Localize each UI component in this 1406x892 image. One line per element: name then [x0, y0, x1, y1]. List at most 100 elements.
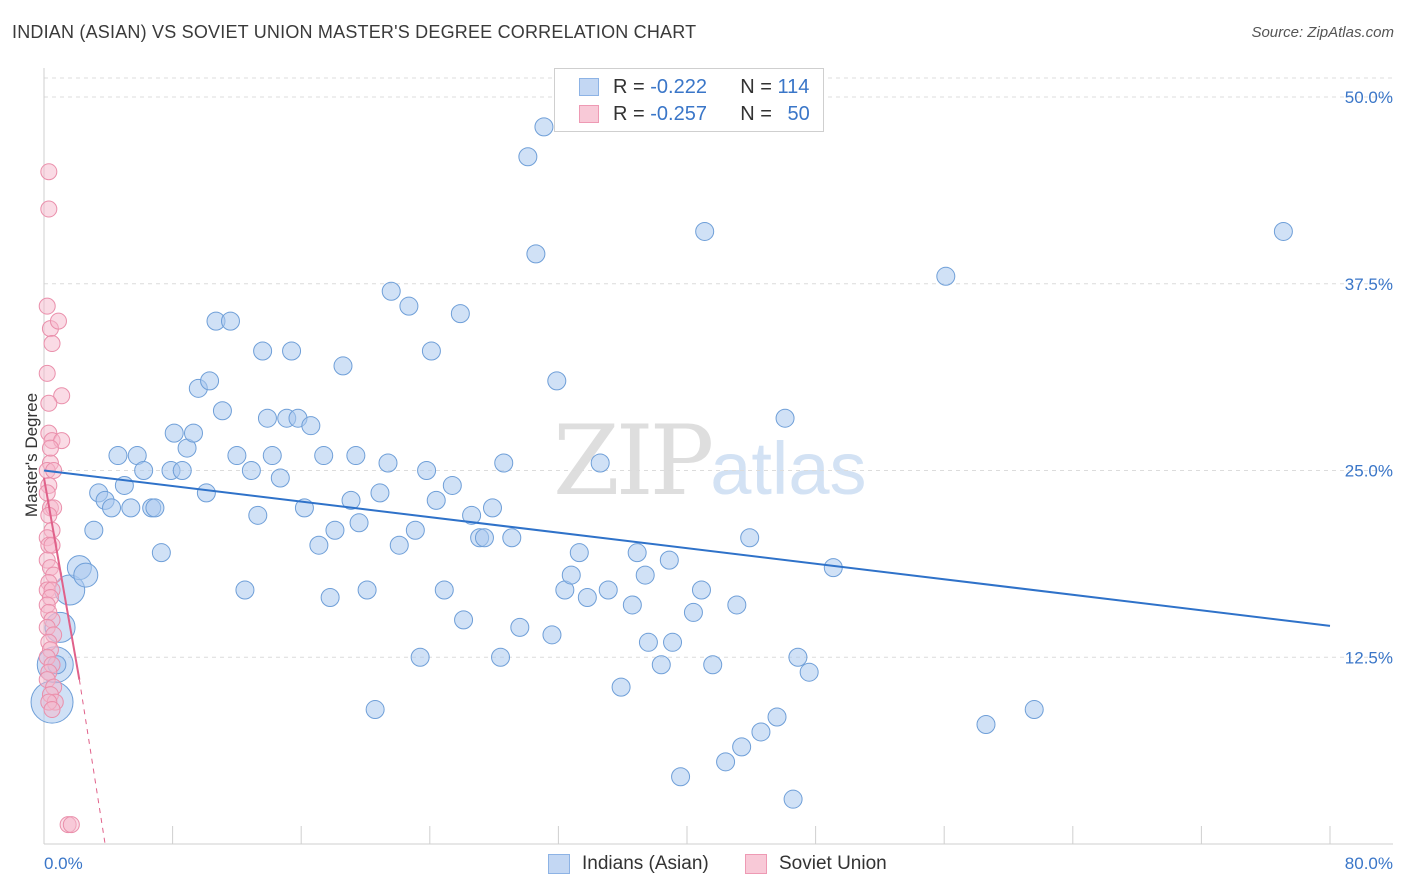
data-point-indians: [740, 528, 760, 548]
y-tick-label: 25.0%: [1345, 462, 1393, 481]
data-point-indians: [227, 446, 247, 466]
data-point-indians: [450, 304, 470, 324]
legend-blue-n-label: N =: [740, 75, 778, 98]
bottom-legend-blue-label: Indians (Asian): [582, 853, 709, 874]
data-point-indians: [1024, 700, 1044, 720]
legend-pink-r-label: R =: [613, 102, 651, 125]
data-point-indians: [410, 647, 430, 667]
legend-pink-r-value: -0.257: [650, 102, 707, 125]
data-point-soviet: [41, 439, 59, 457]
data-point-indians: [491, 647, 511, 667]
x-tick-label-max: 80.0%: [1345, 854, 1393, 873]
data-point-indians: [253, 341, 273, 361]
data-point-indians: [405, 520, 425, 540]
data-point-indians: [145, 498, 165, 518]
data-point-indians: [301, 416, 321, 436]
legend-swatch-blue: [579, 78, 599, 96]
data-point-indians: [262, 446, 282, 466]
data-point-indians: [703, 655, 723, 675]
data-point-indians: [663, 632, 683, 652]
data-point-indians: [695, 221, 715, 241]
data-point-soviet: [40, 394, 58, 412]
legend-swatch-pink: [579, 105, 599, 123]
data-point-soviet: [43, 701, 61, 719]
data-point-indians: [767, 707, 787, 727]
data-point-indians: [442, 475, 462, 495]
data-point-indians: [635, 565, 655, 585]
data-point-indians: [309, 535, 329, 555]
data-point-indians: [314, 446, 334, 466]
legend-pink-n-label: N =: [740, 102, 778, 125]
data-point-indians: [732, 737, 752, 757]
watermark-zip: ZIP: [553, 405, 714, 517]
data-point-soviet: [62, 816, 80, 834]
data-point-indians: [611, 677, 631, 697]
bottom-legend-pink-label: Soviet Union: [779, 853, 887, 874]
data-point-soviet: [38, 364, 56, 382]
data-point-soviet: [38, 297, 56, 315]
data-point-soviet: [53, 387, 71, 405]
data-point-indians: [172, 461, 192, 480]
data-point-indians: [691, 580, 711, 600]
data-point-indians: [357, 580, 377, 600]
data-point-indians: [121, 498, 141, 518]
data-point-indians: [627, 543, 647, 563]
data-point-indians: [212, 401, 232, 421]
legend-blue-r-value: -0.222: [650, 75, 707, 98]
legend-pink-n-value: 50: [787, 102, 810, 125]
data-point-indians: [183, 423, 203, 443]
data-point-indians: [270, 468, 290, 488]
data-point-indians: [622, 595, 642, 615]
data-point-indians: [659, 550, 679, 570]
data-point-indians: [569, 543, 589, 563]
legend: R = -0.222 N = 114 R = -0.257 N = 50: [554, 68, 824, 132]
trend-line-indians: [43, 469, 1331, 627]
data-point-indians: [727, 595, 747, 615]
data-point-indians: [196, 483, 216, 503]
chart-title: INDIAN (ASIAN) VS SOVIET UNION MASTER'S …: [12, 22, 697, 42]
data-point-indians: [534, 117, 554, 137]
x-tick-label-min: 0.0%: [44, 854, 83, 873]
data-point-indians: [434, 580, 454, 600]
data-point-indians: [320, 587, 340, 607]
y-tick-label: 37.5%: [1345, 275, 1393, 294]
data-point-indians: [282, 341, 302, 361]
data-point-indians: [526, 244, 546, 264]
data-point-indians: [976, 714, 996, 734]
data-point-indians: [102, 498, 122, 518]
data-point-indians: [799, 662, 819, 682]
data-point-indians: [494, 453, 514, 473]
data-point-indians: [482, 498, 502, 518]
data-point-indians: [561, 565, 581, 585]
data-point-indians: [421, 341, 441, 361]
data-point-soviet: [40, 163, 58, 181]
data-point-indians: [325, 520, 345, 540]
data-point-indians: [399, 296, 419, 316]
data-point-indians: [683, 602, 703, 622]
source-label: Source: ZipAtlas.com: [1251, 24, 1394, 41]
data-point-indians: [751, 722, 771, 742]
data-point-indians: [462, 505, 482, 525]
data-point-indians: [248, 505, 268, 525]
watermark-atlas: atlas: [710, 427, 867, 510]
data-point-indians: [547, 371, 567, 391]
data-point-indians: [241, 461, 261, 480]
legend-blue-r-label: R =: [613, 75, 651, 98]
legend-blue-n-value: 114: [777, 75, 810, 98]
data-point-indians: [349, 513, 369, 533]
data-point-indians: [220, 311, 240, 331]
data-point-indians: [775, 408, 795, 428]
data-point-indians: [542, 625, 562, 645]
data-point-indians: [474, 528, 494, 548]
trend-line-soviet-extension: [78, 679, 106, 845]
data-point-indians: [417, 461, 437, 480]
data-point-indians: [389, 535, 409, 555]
data-point-indians: [200, 371, 220, 391]
watermark: ZIPatlas: [553, 405, 867, 517]
bottom-legend-blue: Indians (Asian): [548, 852, 709, 876]
data-point-indians: [518, 147, 538, 167]
data-point-indians: [164, 423, 184, 443]
data-point-soviet: [49, 312, 67, 330]
data-point-indians: [638, 632, 658, 652]
